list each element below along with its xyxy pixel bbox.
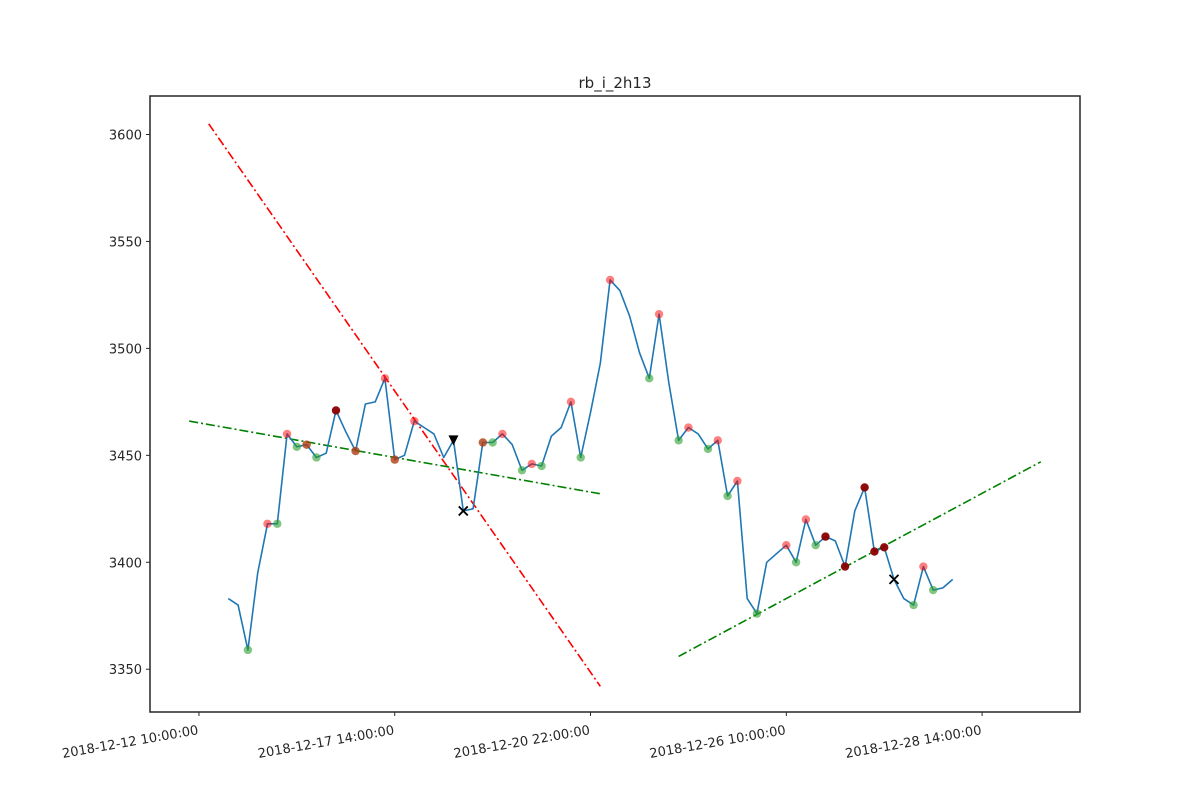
- marker-dot-1-5: [312, 453, 321, 462]
- marker-dot-2-14: [684, 423, 693, 432]
- marker-triangle_down-4-1: [448, 435, 459, 446]
- marker-dot-2-5: [380, 374, 390, 383]
- marker-dot-2-7: [410, 416, 419, 426]
- marker-dot-3-5: [870, 547, 879, 556]
- marker-dot-1-21: [928, 585, 938, 595]
- marker-dot-2-1: [263, 519, 272, 528]
- marker-cross-5-1: [458, 505, 469, 517]
- marker-dot-2-16: [733, 476, 742, 486]
- y-tick-label-3450: 3450: [109, 449, 142, 464]
- trendline-1: [208, 123, 601, 687]
- y-tick-label-3500: 3500: [109, 342, 142, 357]
- marker-dot-1-20: [909, 600, 918, 610]
- chart-title: rb_i_2h13: [579, 74, 652, 93]
- marker-dot-2-8: [478, 438, 488, 447]
- marker-dot-2-11: [566, 397, 576, 407]
- marker-dot-2-9: [498, 429, 507, 439]
- marker-dot-2-2: [282, 429, 292, 439]
- marker-dot-2-13: [654, 309, 664, 319]
- x-tick-label-3: 2018-12-20 22:00:00: [453, 723, 592, 762]
- marker-dot-1-3: [292, 442, 302, 451]
- marker-dot-2-10: [527, 459, 536, 469]
- price-line-1: [227, 279, 954, 651]
- marker-dot-1-10: [517, 466, 527, 475]
- marker-dot-2-19: [919, 562, 928, 571]
- x-tick-label-5: 2018-12-28 14:00:00: [844, 723, 983, 762]
- marker-dot-1-17: [752, 609, 762, 618]
- marker-dot-3-6: [880, 543, 889, 552]
- plot-frame: [149, 95, 1081, 713]
- y-tick-label-3400: 3400: [109, 556, 142, 571]
- marker-dot-1-11: [537, 461, 546, 471]
- marker-dot-1-14: [674, 436, 683, 445]
- marker-dot-1-13: [645, 374, 654, 383]
- marker-cross-5-2: [888, 574, 900, 585]
- marker-dot-2-15: [713, 436, 722, 445]
- marker-dot-1-9: [488, 438, 497, 447]
- y-tick-label-3600: 3600: [109, 129, 142, 144]
- x-tick-label-4: 2018-12-26 10:00:00: [648, 723, 787, 762]
- marker-dot-1-16: [723, 491, 732, 501]
- axes: 3350 3400 3450 3500 3550 3600 2018-12-12 10:00…: [61, 129, 983, 762]
- marker-dot-1-1: [243, 645, 253, 655]
- marker-dot-2-12: [605, 275, 615, 285]
- marker-dot-1-15: [703, 444, 713, 454]
- y-tick-label-3550: 3550: [109, 235, 142, 250]
- marker-dot-2-3: [302, 440, 311, 449]
- marker-dot-3-1: [331, 406, 341, 415]
- plot-area: [189, 123, 1042, 687]
- marker-dot-1-19: [811, 540, 820, 550]
- y-tick-label-3350: 3350: [109, 663, 142, 678]
- marker-dot-2-18: [801, 515, 811, 524]
- marker-dot-1-2: [273, 519, 282, 528]
- x-tick-label-1: 2018-12-12 10:00:00: [61, 723, 200, 762]
- marker-dot-1-12: [576, 453, 585, 462]
- x-tick-label-2: 2018-12-17 14:00:00: [257, 723, 396, 762]
- marker-dot-1-18: [791, 558, 801, 567]
- marker-dot-3-2: [821, 532, 830, 541]
- marker-dot-3-4: [860, 483, 869, 492]
- marker-dot-2-4: [351, 446, 360, 456]
- trendline-3: [678, 461, 1042, 658]
- marker-dot-2-6: [390, 455, 399, 464]
- marker-dot-3-3: [840, 562, 850, 571]
- marker-dot-2-17: [782, 540, 791, 550]
